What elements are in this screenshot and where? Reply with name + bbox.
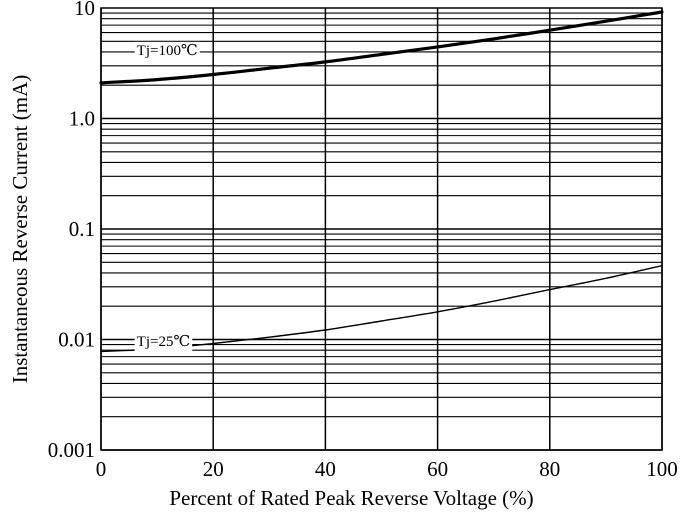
curve-label-1: Tj=25℃ — [134, 332, 193, 351]
curve-label-bg — [134, 41, 200, 60]
series-group — [99, 10, 664, 353]
curve-label-text: Tj=100℃ — [137, 43, 198, 59]
grid — [100, 8, 663, 451]
series-line-1 — [100, 265, 663, 353]
x-tick-label: 80 — [539, 457, 560, 481]
x-tick-label: 0 — [96, 457, 107, 481]
series-line-0 — [99, 10, 664, 85]
curve-label-bg — [134, 332, 193, 351]
y-axis-title: Instantaneous Reverse Current (mA) — [8, 75, 32, 384]
y-tick-label: 0.001 — [48, 438, 95, 462]
y-tick-label: 0.1 — [69, 217, 95, 241]
plot-frame — [100, 7, 663, 451]
x-tick-label: 60 — [427, 457, 448, 481]
x-tick-label: 40 — [315, 457, 336, 481]
x-tick-label: 100 — [646, 457, 678, 481]
curve-labels: Tj=100℃ Tj=25℃ — [134, 41, 200, 351]
x-axis-title: Percent of Rated Peak Reverse Voltage (%… — [169, 486, 533, 510]
y-tick-label: 0.01 — [58, 328, 95, 352]
y-tick-label: 10 — [74, 0, 95, 20]
x-tick-label: 20 — [203, 457, 224, 481]
y-tick-label: 1.0 — [69, 107, 95, 131]
tick-labels: 0 20 40 60 80 100 0.001 0.01 0.1 1.0 10 — [48, 0, 678, 481]
curve-label-0: Tj=100℃ — [134, 41, 200, 60]
curve-label-text: Tj=25℃ — [137, 334, 191, 350]
